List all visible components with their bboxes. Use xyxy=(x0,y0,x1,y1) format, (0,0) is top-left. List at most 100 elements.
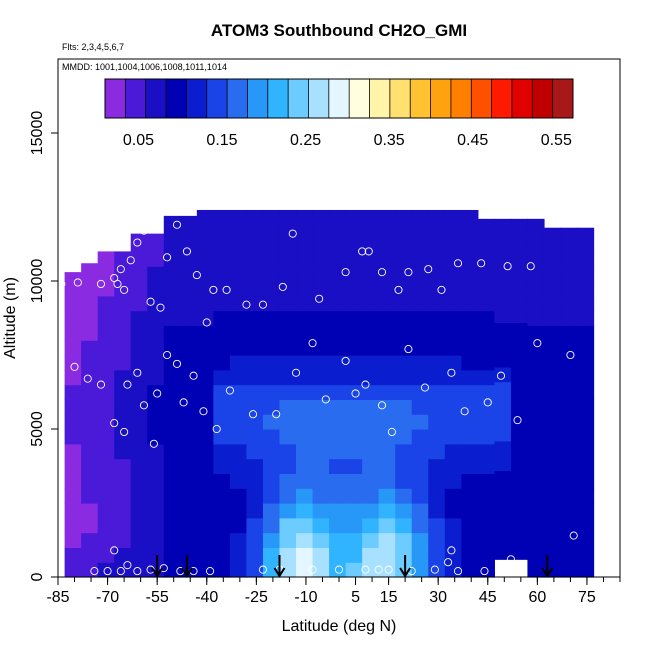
field-cell xyxy=(180,533,197,548)
field-cell xyxy=(412,444,429,459)
field-cell xyxy=(81,263,98,267)
field-cell xyxy=(164,547,181,562)
field-cell xyxy=(313,562,330,577)
field-cell xyxy=(329,459,346,474)
field-cell xyxy=(65,325,82,340)
x-tick-label: 30 xyxy=(429,589,447,606)
field-cell xyxy=(65,340,82,355)
field-cell xyxy=(329,370,346,385)
field-cell xyxy=(114,370,131,385)
field-cell xyxy=(114,311,131,326)
field-cell xyxy=(362,281,379,296)
field-cell xyxy=(329,311,346,326)
field-cell xyxy=(263,459,280,474)
colorbar-swatch xyxy=(553,79,574,118)
field-cell xyxy=(114,518,131,533)
field-cell xyxy=(131,296,148,311)
field-cell xyxy=(114,562,131,577)
field-cell xyxy=(313,222,330,237)
colorbar-swatch xyxy=(268,79,289,118)
field-cell xyxy=(65,311,82,326)
field-cell xyxy=(296,399,313,414)
field-cell xyxy=(511,396,528,411)
field-cell xyxy=(65,547,82,562)
field-cell xyxy=(213,562,230,577)
field-cell xyxy=(412,222,429,237)
field-cell xyxy=(213,547,230,562)
field-cell xyxy=(263,281,280,296)
field-cell xyxy=(527,281,544,296)
colorbar-swatch xyxy=(247,79,268,118)
field-cell xyxy=(379,414,396,429)
field-cell xyxy=(98,518,115,533)
field-cell xyxy=(544,385,561,400)
field-cell xyxy=(379,340,396,355)
field-cell xyxy=(478,562,495,577)
field-cell xyxy=(544,251,561,266)
field-cell xyxy=(164,325,181,340)
field-cell xyxy=(197,340,214,355)
field-cell xyxy=(428,340,445,355)
field-cell xyxy=(213,429,230,444)
field-cell xyxy=(412,266,429,281)
field-cell xyxy=(296,237,313,252)
field-cell xyxy=(296,355,313,370)
field-cell xyxy=(147,237,164,252)
field-cell xyxy=(428,355,445,370)
field-cell xyxy=(527,562,544,577)
field-cell xyxy=(246,222,263,237)
field-cell xyxy=(213,518,230,533)
field-cell xyxy=(131,340,148,355)
field-cell xyxy=(180,296,197,311)
field-cell xyxy=(197,266,214,281)
field-cell xyxy=(428,488,445,503)
field-cell xyxy=(114,355,131,370)
field-cell xyxy=(213,281,230,296)
field-cell xyxy=(527,488,544,503)
field-cell xyxy=(213,444,230,459)
field-cell xyxy=(445,296,462,311)
field-cell xyxy=(279,488,296,503)
field-cell xyxy=(114,414,131,429)
field-cell xyxy=(544,414,561,429)
field-cell xyxy=(65,488,82,503)
field-cell xyxy=(279,562,296,577)
field-cell xyxy=(98,562,115,577)
field-cell xyxy=(412,518,429,533)
field-cell xyxy=(445,325,462,340)
ch2o-field xyxy=(65,210,595,578)
field-cell xyxy=(180,459,197,474)
field-cell xyxy=(428,518,445,533)
colorbar-swatch xyxy=(329,79,350,118)
field-cell xyxy=(230,325,247,340)
field-cell xyxy=(98,444,115,459)
field-cell xyxy=(263,311,280,326)
field-cell xyxy=(65,503,82,518)
field-cell xyxy=(412,251,429,266)
field-cell xyxy=(65,518,82,533)
field-cell xyxy=(180,444,197,459)
field-cell xyxy=(445,340,462,355)
field-cell xyxy=(362,340,379,355)
field-cell xyxy=(296,518,313,533)
field-cell xyxy=(279,296,296,311)
field-cell xyxy=(329,533,346,548)
flights-subtitle: Flts: 2,3,4,5,6,7 xyxy=(62,42,124,52)
colorbar: 0.05 0.15 0.25 0.35 0.45 0.55 xyxy=(105,79,573,149)
field-cell xyxy=(197,562,214,577)
field-cell xyxy=(296,547,313,562)
field-cell xyxy=(164,459,181,474)
colorbar-tick-label: 0.25 xyxy=(290,132,321,149)
field-cell xyxy=(445,547,462,562)
field-cell xyxy=(362,459,379,474)
field-cell xyxy=(197,518,214,533)
field-cell xyxy=(213,459,230,474)
field-cell xyxy=(180,385,197,400)
field-cell xyxy=(428,547,445,562)
field-cell xyxy=(494,544,511,559)
x-tick-label: 5 xyxy=(351,589,360,606)
field-cell xyxy=(362,429,379,444)
field-cell xyxy=(296,459,313,474)
field-cell xyxy=(180,429,197,444)
field-cell xyxy=(98,533,115,548)
